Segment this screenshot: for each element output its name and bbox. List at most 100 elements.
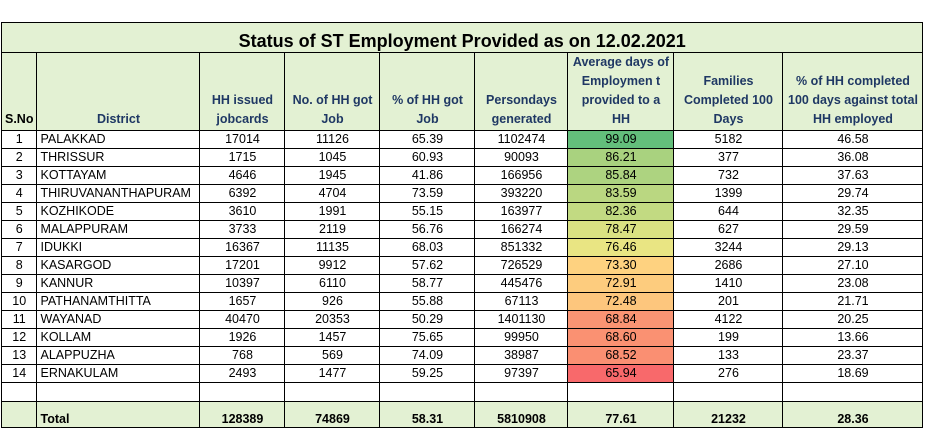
header-pct-100: % of HH completed 100 days against total… <box>782 52 924 131</box>
cell-pct-got-job: 73.59 <box>379 184 476 203</box>
cell-persondays: 726529 <box>474 256 569 275</box>
cell-district: ALAPPUZHA <box>36 346 201 365</box>
cell-persondays: 166274 <box>474 220 569 239</box>
cell-sno: 11 <box>0 310 38 329</box>
cell-pct-100: 29.13 <box>782 238 924 257</box>
header-persondays: Persondays generated <box>474 52 569 131</box>
cell-pct-got-job: 75.65 <box>379 328 476 347</box>
header-hh-issued: HH issued jobcards <box>199 52 286 131</box>
cell-pct-got-job: 55.15 <box>379 202 476 221</box>
total-hh-got-job: 74869 <box>284 401 381 428</box>
cell-families-100: 3244 <box>673 238 784 257</box>
cell-persondays: 1401130 <box>474 310 569 329</box>
total-empty-cell <box>0 401 38 428</box>
employment-status-table: Status of ST Employment Provided as on 1… <box>0 22 924 428</box>
empty-cell <box>673 382 784 402</box>
cell-persondays: 445476 <box>474 274 569 293</box>
cell-sno: 10 <box>0 292 38 311</box>
table-row: 13 ALAPPUZHA 768 569 74.09 38987 68.52 133 23.37 <box>0 346 924 365</box>
table-row: 1 PALAKKAD 17014 11126 65.39 1102474 99.09 5182… <box>0 130 924 149</box>
cell-sno: 14 <box>0 364 38 383</box>
total-row: Total 128389 74869 58.31 5810908 77.61 21232 28… <box>0 401 924 428</box>
cell-sno: 3 <box>0 166 38 185</box>
total-persondays: 5810908 <box>474 401 569 428</box>
cell-hh-got-job: 9912 <box>284 256 381 275</box>
cell-hh-got-job: 11126 <box>284 130 381 149</box>
table-row: 14 ERNAKULAM 2493 1477 59.25 97397 65.94 276 18.… <box>0 364 924 383</box>
cell-avg-days: 73.30 <box>567 256 675 275</box>
table-row: 5 KOZHIKODE 3610 1991 55.15 163977 82.36 644 32.… <box>0 202 924 221</box>
table-row: 2 THRISSUR 1715 1045 60.93 90093 86.21 377 36.08 <box>0 148 924 167</box>
total-avg-days: 77.61 <box>567 401 675 428</box>
cell-persondays: 67113 <box>474 292 569 311</box>
cell-hh-got-job: 1991 <box>284 202 381 221</box>
empty-cell <box>199 382 286 402</box>
cell-district: PATHANAMTHITTA <box>36 292 201 311</box>
table-row: 10 PATHANAMTHITTA 1657 926 55.88 67113 72.48 20… <box>0 292 924 311</box>
cell-pct-100: 18.69 <box>782 364 924 383</box>
cell-avg-days: 68.84 <box>567 310 675 329</box>
cell-hh-issued: 768 <box>199 346 286 365</box>
cell-pct-got-job: 74.09 <box>379 346 476 365</box>
cell-avg-days: 78.47 <box>567 220 675 239</box>
cell-families-100: 644 <box>673 202 784 221</box>
header-row: S.No District HH issued jobcards No. of … <box>0 52 924 131</box>
cell-avg-days: 72.48 <box>567 292 675 311</box>
cell-hh-got-job: 2119 <box>284 220 381 239</box>
cell-hh-got-job: 4704 <box>284 184 381 203</box>
table-row: 7 IDUKKI 16367 11135 68.03 851332 76.46 3244 29.… <box>0 238 924 257</box>
cell-families-100: 199 <box>673 328 784 347</box>
cell-pct-100: 20.25 <box>782 310 924 329</box>
cell-pct-100: 32.35 <box>782 202 924 221</box>
empty-cell <box>284 382 381 402</box>
cell-pct-got-job: 57.62 <box>379 256 476 275</box>
cell-families-100: 627 <box>673 220 784 239</box>
table-row: 9 KANNUR 10397 6110 58.77 445476 72.91 1410 23.0… <box>0 274 924 293</box>
cell-sno: 5 <box>0 202 38 221</box>
cell-district: IDUKKI <box>36 238 201 257</box>
cell-avg-days: 85.84 <box>567 166 675 185</box>
cell-pct-100: 36.08 <box>782 148 924 167</box>
cell-hh-got-job: 11135 <box>284 238 381 257</box>
table-row: 8 KASARGOD 17201 9912 57.62 726529 73.30 2686 27… <box>0 256 924 275</box>
cell-district: PALAKKAD <box>36 130 201 149</box>
cell-pct-100: 46.58 <box>782 130 924 149</box>
cell-persondays: 166956 <box>474 166 569 185</box>
cell-hh-issued: 40470 <box>199 310 286 329</box>
cell-hh-issued: 17014 <box>199 130 286 149</box>
cell-families-100: 201 <box>673 292 784 311</box>
cell-families-100: 1410 <box>673 274 784 293</box>
table-row: 6 MALAPPURAM 3733 2119 56.76 166274 78.47 627 29… <box>0 220 924 239</box>
cell-families-100: 377 <box>673 148 784 167</box>
cell-sno: 2 <box>0 148 38 167</box>
cell-hh-issued: 3610 <box>199 202 286 221</box>
cell-avg-days: 86.21 <box>567 148 675 167</box>
cell-families-100: 276 <box>673 364 784 383</box>
cell-hh-issued: 1715 <box>199 148 286 167</box>
header-avg-days: Average days of Employmen t provided to … <box>567 52 675 131</box>
cell-pct-got-job: 68.03 <box>379 238 476 257</box>
cell-persondays: 1102474 <box>474 130 569 149</box>
cell-pct-100: 13.66 <box>782 328 924 347</box>
cell-district: KASARGOD <box>36 256 201 275</box>
cell-avg-days: 82.36 <box>567 202 675 221</box>
cell-pct-got-job: 65.39 <box>379 130 476 149</box>
cell-persondays: 90093 <box>474 148 569 167</box>
cell-hh-got-job: 1457 <box>284 328 381 347</box>
header-families-100: Families Completed 100 Days <box>673 52 784 131</box>
header-pct-got-job: % of HH got Job <box>379 52 476 131</box>
title-row: Status of ST Employment Provided as on 1… <box>0 22 924 53</box>
cell-pct-got-job: 41.86 <box>379 166 476 185</box>
cell-avg-days: 72.91 <box>567 274 675 293</box>
cell-district: KANNUR <box>36 274 201 293</box>
cell-pct-got-job: 60.93 <box>379 148 476 167</box>
cell-sno: 4 <box>0 184 38 203</box>
cell-hh-issued: 2493 <box>199 364 286 383</box>
cell-district: THIRUVANANTHAPURAM <box>36 184 201 203</box>
cell-pct-got-job: 59.25 <box>379 364 476 383</box>
cell-hh-got-job: 569 <box>284 346 381 365</box>
cell-district: THRISSUR <box>36 148 201 167</box>
cell-district: ERNAKULAM <box>36 364 201 383</box>
cell-avg-days: 83.59 <box>567 184 675 203</box>
cell-families-100: 1399 <box>673 184 784 203</box>
